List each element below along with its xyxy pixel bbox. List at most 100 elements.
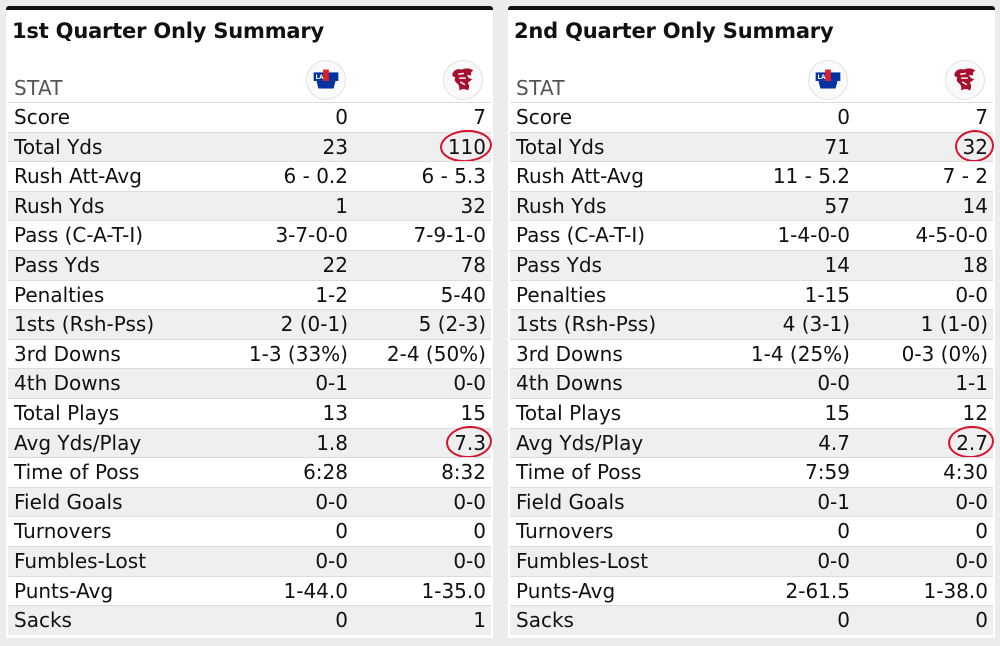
table-row: Rush Att-Avg 11 - 5.2 7 - 2: [510, 161, 993, 191]
la-tech-value: 13: [322, 400, 348, 425]
table-row: Fumbles-Lost 0-0 0-0: [510, 545, 993, 576]
la-tech-value: 4.7: [818, 430, 850, 455]
wsu-value: 110: [447, 134, 486, 159]
la-tech-value: 0: [335, 608, 348, 633]
table-row: Pass (C-A-T-I) 3-7-0-0 7-9-1-0: [8, 220, 491, 250]
la-tech-value: 6:28: [303, 460, 348, 485]
wsu-value: 5-40: [440, 282, 486, 307]
table-row: Pass Yds 14 18: [510, 249, 993, 280]
wsu-value: 78: [460, 252, 486, 277]
la-tech-value: 0-1: [817, 489, 850, 514]
table-row: Sacks 0 0: [510, 605, 993, 635]
table-row: Time of Poss 7:59 4:30: [510, 457, 993, 487]
la-tech-value: 0-1: [315, 371, 348, 396]
stat-label: 4th Downs: [516, 371, 623, 396]
la-tech-value: 0-0: [315, 548, 348, 573]
table-row: Punts-Avg 1-44.0 1-35.0: [8, 575, 491, 606]
la-tech-value: 1-3 (33%): [248, 341, 348, 366]
stat-label: Avg Yds/Play: [14, 430, 142, 455]
wsu-value: 7: [975, 105, 988, 129]
stat-label: Avg Yds/Play: [516, 430, 644, 455]
wsu-value: 32: [962, 134, 988, 159]
wsu-value: 8:32: [441, 460, 486, 485]
table-row: Time of Poss 6:28 8:32: [8, 457, 491, 487]
table-row: 4th Downs 0-1 0-0: [8, 368, 491, 398]
stat-label: Turnovers: [516, 519, 614, 544]
stat-label: Pass Yds: [516, 252, 602, 277]
la-tech-value: 0: [837, 608, 850, 633]
la-tech-value: 7:59: [805, 460, 850, 485]
table-row: Total Plays 13 15: [8, 397, 491, 428]
wsu-value: 15: [460, 400, 486, 425]
table-row: Turnovers 0 0: [510, 516, 993, 546]
table-row: Total Yds 71 32: [510, 128, 996, 163]
table-row: 4th Downs 0-0 1-1: [510, 368, 993, 398]
la-tech-value: 0-0: [315, 489, 348, 514]
table-row: Avg Yds/Play 1.8 7.3: [8, 423, 494, 460]
stat-label: Time of Poss: [14, 460, 140, 485]
wsu-value: 5 (2-3): [418, 312, 486, 337]
stats-table: Score 0 7 Total Yds 23 110 Rush Att-Avg 6 - 0.2…: [8, 102, 494, 635]
wsu-cougar-logo-icon: [443, 60, 483, 100]
la-tech-value: 15: [824, 400, 850, 425]
table-header: STAT LA: [508, 60, 995, 102]
table-row: 3rd Downs 1-3 (33%) 2-4 (50%): [8, 338, 491, 369]
wsu-value: 2-4 (50%): [386, 341, 486, 366]
la-tech-value: 71: [824, 134, 850, 159]
table-row: Pass (C-A-T-I) 1-4-0-0 4-5-0-0: [510, 220, 993, 250]
stat-label: Punts-Avg: [14, 578, 114, 603]
la-tech-value: 22: [322, 252, 348, 277]
first-quarter-panel: 1st Quarter Only Summary STAT LA Score 0 7…: [6, 6, 494, 638]
stat-label: Sacks: [14, 608, 72, 633]
la-tech-value: 0: [837, 105, 850, 129]
la-tech-value: 2 (0-1): [280, 312, 348, 337]
wsu-value: 0: [975, 608, 988, 633]
la-tech-value: 14: [824, 252, 850, 277]
table-row: Rush Yds 57 14: [510, 190, 993, 221]
wsu-value: 7-9-1-0: [413, 223, 486, 248]
wsu-value: 0-0: [453, 489, 486, 514]
la-tech-value: 11 - 5.2: [772, 164, 850, 189]
wsu-value: 0-0: [453, 371, 486, 396]
table-row: 1sts (Rsh-Pss) 2 (0-1) 5 (2-3): [8, 309, 491, 339]
stat-label: 4th Downs: [14, 371, 121, 396]
wsu-value: 14: [962, 193, 988, 218]
wsu-value: 1-38.0: [923, 578, 988, 603]
table-row: Score 0 7: [8, 102, 491, 132]
stat-label: Rush Att-Avg: [14, 164, 142, 189]
stat-label: Sacks: [516, 608, 574, 633]
stat-label: Total Plays: [14, 400, 120, 425]
stat-label: Rush Yds: [516, 193, 607, 218]
panel-title: 1st Quarter Only Summary: [12, 19, 324, 43]
stat-label: Pass Yds: [14, 252, 100, 277]
table-row: Score 0 7: [510, 102, 993, 132]
stat-label: Rush Att-Avg: [516, 164, 644, 189]
table-row: Field Goals 0-0 0-0: [8, 486, 491, 517]
stat-label: Field Goals: [516, 489, 625, 514]
stat-label: Rush Yds: [14, 193, 105, 218]
second-quarter-panel: 2nd Quarter Only Summary STAT LA Score 0 7…: [508, 6, 996, 638]
table-row: Punts-Avg 2-61.5 1-38.0: [510, 575, 993, 606]
la-tech-logo-icon: LA: [306, 60, 346, 100]
la-tech-value: 6 - 0.2: [283, 164, 348, 189]
la-tech-value: 0-0: [817, 371, 850, 396]
la-tech-value: 0: [335, 105, 348, 129]
la-tech-value: 1-4-0-0: [777, 223, 850, 248]
stat-label: Penalties: [516, 282, 607, 307]
la-tech-value: 1-2: [315, 282, 348, 307]
la-tech-value: 1-4 (25%): [750, 341, 850, 366]
table-row: Pass Yds 22 78: [8, 249, 491, 280]
la-tech-value: 0: [837, 519, 850, 544]
la-tech-value: 4 (3-1): [782, 312, 850, 337]
table-row: Field Goals 0-1 0-0: [510, 486, 993, 517]
wsu-value: 4-5-0-0: [915, 223, 988, 248]
wsu-value: 18: [962, 252, 988, 277]
wsu-value: 1-35.0: [421, 578, 486, 603]
wsu-value: 0-0: [955, 489, 988, 514]
la-tech-value: 1.8: [316, 430, 348, 455]
table-row: Sacks 0 1: [8, 605, 491, 635]
wsu-value: 0-0: [955, 282, 988, 307]
wsu-value: 2.7: [956, 430, 988, 455]
table-row: Penalties 1-2 5-40: [8, 279, 491, 310]
stat-label: Total Yds: [516, 134, 605, 159]
